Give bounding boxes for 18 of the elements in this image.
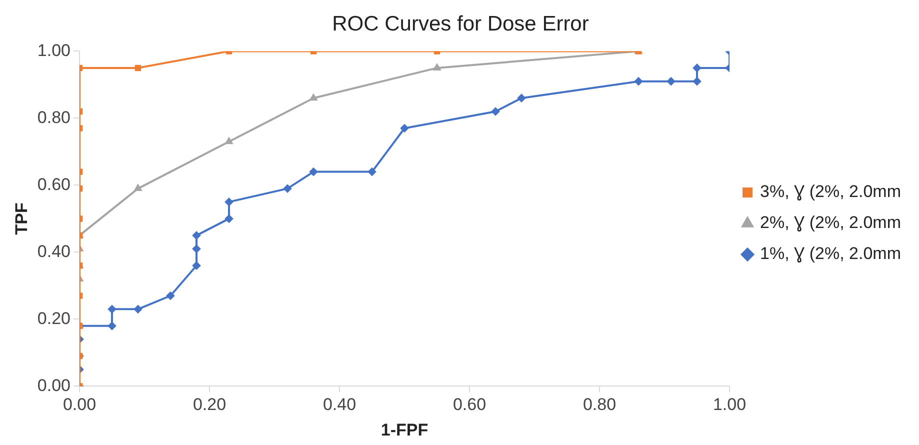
x-tick-label: 0.20: [192, 395, 226, 414]
y-tick-label: 0.40: [37, 242, 70, 261]
y-tick-label: 1.00: [37, 40, 70, 60]
chart-title: ROC Curves for Dose Error: [332, 12, 589, 36]
y-tick-label: 0.80: [37, 108, 70, 127]
legend-label: 3%, Ɣ (2%, 2.0mm: [760, 182, 902, 202]
y-tick-label: 0.60: [37, 174, 70, 194]
x-tick-label: 0.60: [452, 395, 486, 414]
x-axis-title: 1-FPF: [380, 420, 428, 440]
x-tick-label: 0.00: [62, 395, 96, 414]
x-tick-label: 0.40: [322, 395, 356, 414]
x-tick-label: 0.80: [582, 395, 616, 414]
legend-label: 1%, Ɣ (2%, 2.0mm: [760, 244, 902, 264]
x-tick-label: 1.00: [712, 395, 746, 414]
y-tick-label: 0.20: [37, 308, 70, 328]
y-axis-title: TPF: [12, 202, 31, 235]
legend-label: 2%, Ɣ (2%, 2.0mm: [760, 213, 902, 232]
y-tick-label: 0.00: [37, 376, 70, 395]
